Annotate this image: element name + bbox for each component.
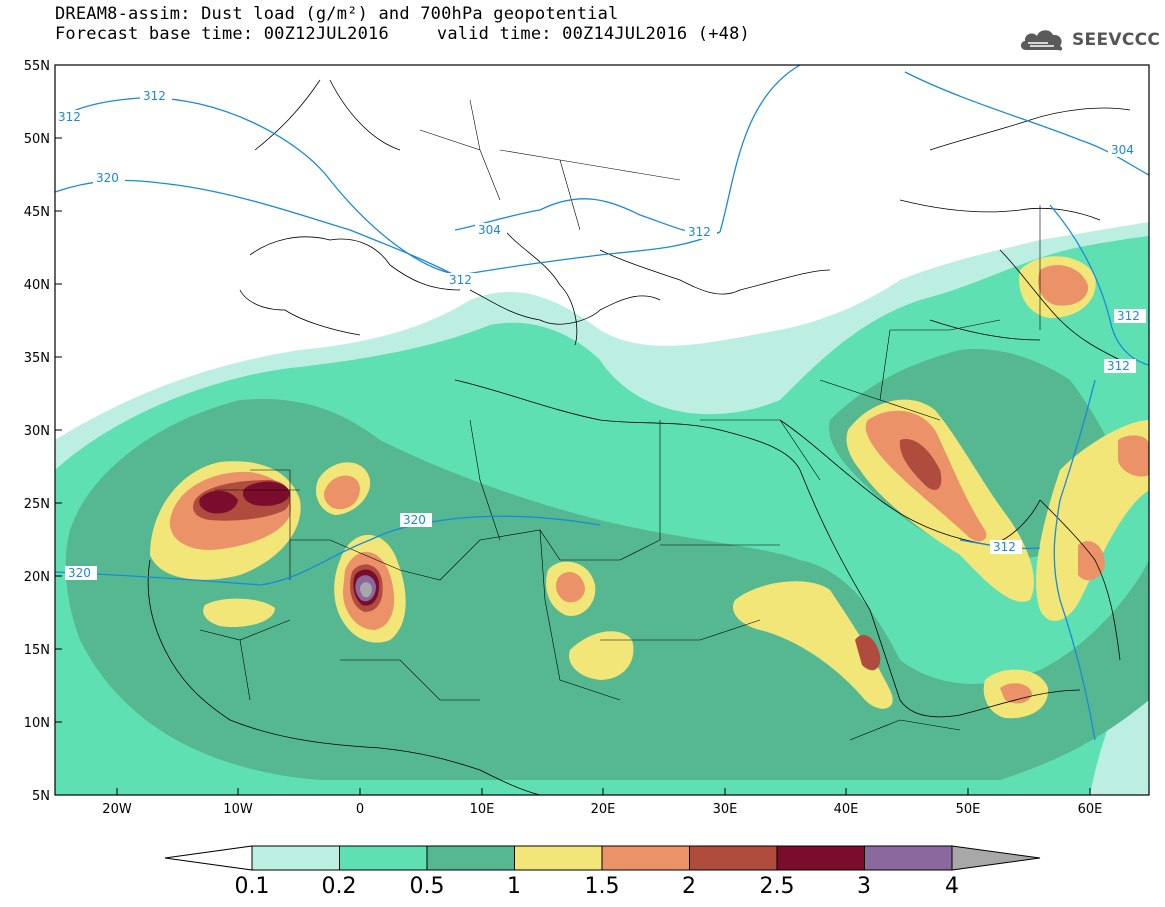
lon-label: 50E [956, 802, 981, 817]
lat-label: 5N [32, 789, 50, 804]
colorbar-tick: 2.5 [760, 874, 795, 899]
lat-label: 50N [24, 132, 50, 147]
colorbar-swatch [776, 845, 865, 871]
lat-label: 55N [24, 59, 50, 74]
colorbar-swatch [339, 845, 428, 871]
colorbar-swatch [864, 845, 953, 871]
dust-band-1.5 [1118, 435, 1149, 477]
colorbar-swatch [426, 845, 515, 871]
lon-axis: 20W 10W 0 10E 20E 30E 40E 50E 60E [102, 788, 1102, 817]
colorbar-high-arrow [951, 845, 1041, 871]
dust-load-field: 312 312 320 304 312 312 304 320 320 312 … [55, 65, 1149, 795]
dust-band-2.5 [199, 490, 238, 514]
contour-label: 312 [688, 225, 711, 239]
lat-label: 10N [24, 716, 50, 731]
colorbar-tick: 3 [857, 874, 871, 899]
lat-label: 40N [24, 278, 50, 293]
contour-label: 312 [993, 540, 1016, 554]
dust-band-1 [569, 631, 634, 680]
dust-band-2.5 [242, 481, 290, 506]
lon-label: 20W [102, 802, 132, 817]
colorbar-swatch [689, 845, 778, 871]
lat-axis: 55N 50N 45N 40N 35N 30N 25N 20N 15N 10N … [24, 59, 62, 804]
dust-band-1 [1036, 420, 1149, 621]
dust-band-1.5 [1078, 541, 1105, 581]
lon-label: 10E [470, 802, 495, 817]
colorbar-swatch [251, 845, 340, 871]
valid-time: valid time: 00Z14JUL2016 (+48) [436, 24, 750, 44]
contour-labels: 312 312 320 304 312 312 304 320 320 312 … [55, 89, 1146, 580]
seevccc-logo: SEEVCCC [1018, 26, 1160, 54]
base-time: Forecast base time: 00Z12JUL2016 [55, 24, 389, 44]
lon-label: 20E [591, 802, 616, 817]
colorbar-swatch [514, 845, 603, 871]
dust-band-2 [899, 439, 942, 490]
colorbar-tick: 1 [507, 874, 521, 899]
dust-band-1 [732, 581, 893, 709]
lat-label: 20N [24, 570, 50, 585]
dust-band-1.5 [555, 572, 585, 603]
colorbar-swatch [601, 845, 690, 871]
contour-label: 304 [1111, 143, 1134, 157]
colorbar-tick: 1.5 [585, 874, 620, 899]
dust-band-1.5 [1000, 683, 1032, 704]
country-borders [199, 99, 1041, 741]
colorbar-tick: 0.1 [235, 874, 270, 899]
colorbar-tick: 2 [682, 874, 696, 899]
colorbar-low-arrow [164, 845, 253, 871]
colorbar: 0.1 0.2 0.5 1 1.5 2 2.5 3 4 [164, 845, 1041, 899]
lon-label: 60E [1078, 802, 1103, 817]
contour-label: 312 [1107, 359, 1130, 373]
contour-label: 320 [96, 171, 119, 185]
dust-band-1.5 [323, 475, 360, 510]
lat-label: 30N [24, 424, 50, 439]
lon-label: 40E [834, 802, 859, 817]
lat-label: 15N [24, 643, 50, 658]
lat-label: 35N [24, 351, 50, 366]
contour-label: 320 [403, 513, 426, 527]
contour-label: 312 [1117, 309, 1140, 323]
contour-label: 304 [478, 223, 501, 237]
logo-text: SEEVCCC [1072, 30, 1161, 50]
dust-band-4 [359, 582, 372, 598]
contour-label: 312 [143, 89, 166, 103]
dust-band-1.5 [1038, 265, 1089, 306]
contour-label: 312 [449, 273, 472, 287]
lon-label: 10W [223, 802, 253, 817]
lon-label: 30E [713, 802, 738, 817]
contour-label: 320 [68, 566, 91, 580]
contour-label: 312 [58, 110, 81, 124]
cloud-icon [1020, 30, 1063, 51]
lat-label: 45N [24, 205, 50, 220]
coastlines [147, 79, 1131, 795]
dust-band-2 [855, 635, 881, 671]
dust-band-1 [203, 598, 275, 628]
lat-label: 25N [24, 497, 50, 512]
forecast-times: Forecast base time: 00Z12JUL2016 valid ti… [55, 24, 750, 44]
colorbar-tick: 0.2 [322, 874, 357, 899]
colorbar-tick: 0.5 [410, 874, 445, 899]
colorbar-tick: 4 [945, 874, 959, 899]
lon-label: 0 [356, 802, 364, 817]
map-title: DREAM8-assim: Dust load (g/m²) and 700hP… [55, 4, 619, 24]
